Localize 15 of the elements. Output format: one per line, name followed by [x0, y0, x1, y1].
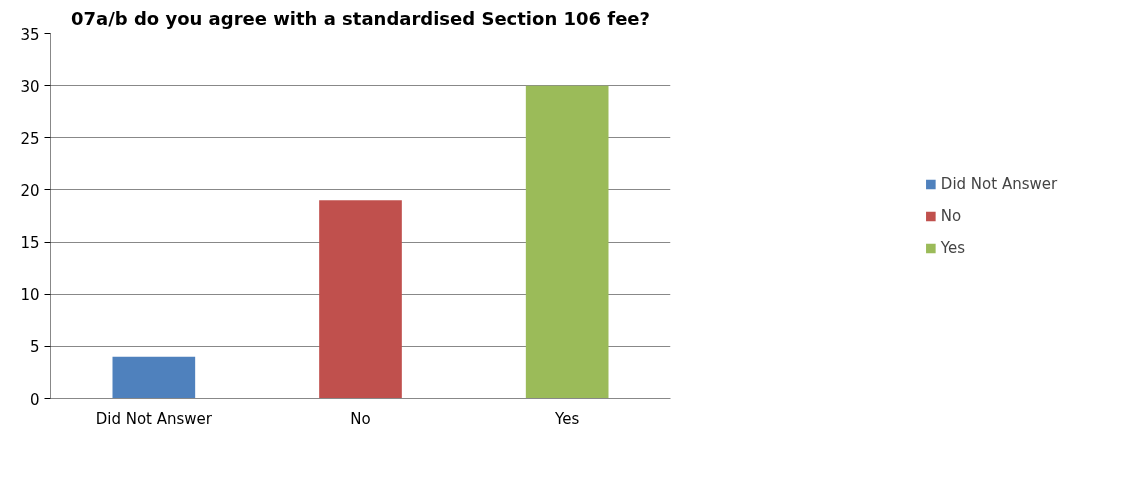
y-tick-label: 5 [29, 338, 40, 357]
legend-label: Yes [940, 238, 966, 257]
x-tick-label: Did Not Answer [95, 409, 213, 428]
y-tick-label: 0 [29, 390, 40, 409]
y-tick-label: 35 [20, 25, 40, 44]
legend-label: No [940, 206, 962, 225]
legend-label: Did Not Answer [940, 174, 1058, 193]
y-tick-label: 10 [20, 286, 40, 305]
y-tick-label: 25 [20, 129, 40, 148]
x-tick-label: Yes [554, 409, 580, 428]
x-tick-label: No [350, 409, 371, 428]
y-tick-label: 20 [20, 181, 40, 200]
y-tick-label: 30 [20, 77, 40, 96]
y-tick-label: 15 [20, 234, 40, 253]
chart-title: 07a/b do you agree with a standardised Section 106 fee? [70, 7, 651, 29]
